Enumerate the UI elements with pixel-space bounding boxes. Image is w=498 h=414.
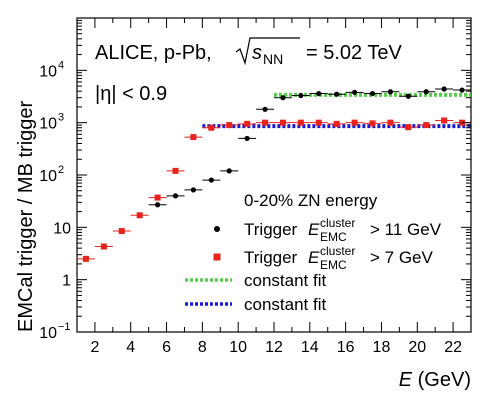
data-point-11gev (190, 187, 197, 193)
legend-label-fit-blue: constant fit (244, 295, 326, 314)
x-tick-label: 2 (90, 339, 99, 356)
data-point-11gev (423, 89, 429, 95)
legend: 0-20% ZN energy Trigger E cluster EMC > … (185, 191, 442, 314)
annotation-experiment: ALICE, p-Pb, (95, 42, 212, 64)
legend-marker-7gev (213, 253, 221, 261)
x-tick-label: 4 (126, 339, 135, 356)
x-tick-label: 16 (337, 339, 355, 356)
data-point-7gev (369, 120, 376, 127)
data-point-7gev (100, 243, 107, 250)
x-tick-label: 10 (229, 339, 247, 356)
y-tick-label-exponent: 2 (58, 164, 64, 176)
y-tick-label: 10 (39, 168, 57, 185)
y-tick-label-exponent: −1 (58, 321, 71, 333)
legend-label-11gev-threshold: > 11 GeV (370, 220, 442, 239)
x-tick-label: 12 (265, 339, 283, 356)
sqrt-s-subscript: NN (263, 51, 283, 67)
data-point-11gev (226, 168, 232, 174)
legend-label-11gev-prefix: Trigger (244, 220, 298, 239)
y-tick-label-exponent: 4 (58, 59, 64, 71)
legend-label-7gev-sup: cluster (320, 244, 355, 258)
data-point-11gev (154, 202, 161, 208)
data-point-11gev (298, 92, 304, 99)
legend-label-7gev-sub: EMC (320, 258, 347, 272)
data-point-11gev (208, 177, 214, 183)
x-tick-label: 22 (444, 339, 462, 356)
data-point-11gev (280, 95, 286, 101)
x-axis-title: E (GeV) (399, 369, 471, 391)
x-tick-label: 6 (162, 339, 171, 356)
data-point-11gev (441, 86, 447, 92)
x-tick-label: 20 (408, 339, 426, 356)
data-point-11gev (369, 90, 376, 97)
data-point-7gev (333, 120, 340, 127)
data-point-11gev (262, 106, 268, 112)
data-point-7gev (279, 119, 286, 126)
data-point-7gev (441, 117, 448, 124)
data-point-7gev (297, 119, 304, 126)
data-point-7gev (405, 124, 412, 131)
y-tick-label: 10 (39, 63, 57, 80)
y-axis-title: EMCal trigger / MB trigger (15, 100, 37, 332)
legend-marker-11gev (214, 226, 220, 232)
legend-label-fit-green: constant fit (244, 271, 326, 290)
annotation-eta: |η| < 0.9 (95, 83, 167, 105)
data-point-7gev (244, 120, 251, 127)
y-tick-label: 10 (39, 325, 57, 342)
y-tick-label-exponent: 3 (58, 112, 64, 124)
data-point-11gev (459, 87, 465, 93)
data-point-7gev (172, 167, 179, 174)
data-point-11gev (387, 89, 394, 95)
data-point-11gev (172, 193, 179, 199)
annotation-sqrt-s: s NN = 5.02 TeV (235, 37, 402, 67)
legend-label-11gev-sub: EMC (320, 230, 347, 244)
legend-label-7gev-threshold: > 7 GeV (370, 248, 434, 267)
data-point-7gev (315, 119, 322, 126)
data-point-7gev (82, 255, 89, 262)
y-tick-label: 1 (62, 273, 71, 290)
legend-label-7gev-prefix: Trigger (244, 248, 298, 267)
legend-label-11gev-e: E (308, 220, 320, 239)
data-point-7gev (387, 119, 394, 126)
x-tick-label: 14 (301, 339, 319, 356)
legend-label-7gev-e: E (308, 248, 320, 267)
data-point-7gev (351, 119, 358, 126)
legend-label-11gev-sup: cluster (320, 216, 355, 230)
data-point-7gev (190, 134, 197, 141)
fit-lines (202, 92, 471, 129)
x-tick-label: 8 (198, 339, 207, 356)
data-point-7gev (118, 228, 125, 235)
sqrt-symbol (235, 37, 300, 66)
data-point-7gev (423, 122, 430, 129)
data-point-7gev (208, 124, 215, 131)
data-point-7gev (154, 194, 161, 201)
data-point-11gev (351, 89, 358, 95)
sqrt-s-value: = 5.02 TeV (306, 42, 402, 64)
x-tick-label: 18 (373, 339, 391, 356)
data-point-11gev (244, 135, 250, 142)
data-point-11gev (316, 90, 322, 97)
data-point-7gev (262, 119, 269, 126)
data-point-11gev (405, 93, 411, 99)
sqrt-s-letter: s (252, 42, 262, 64)
y-tick-label: 10 (53, 220, 71, 237)
data-point-7gev (226, 122, 233, 129)
data-points (77, 86, 471, 262)
data-point-11gev (334, 91, 340, 97)
y-tick-label: 10 (39, 116, 57, 133)
legend-header: 0-20% ZN energy (244, 191, 378, 210)
data-point-7gev (136, 212, 143, 219)
